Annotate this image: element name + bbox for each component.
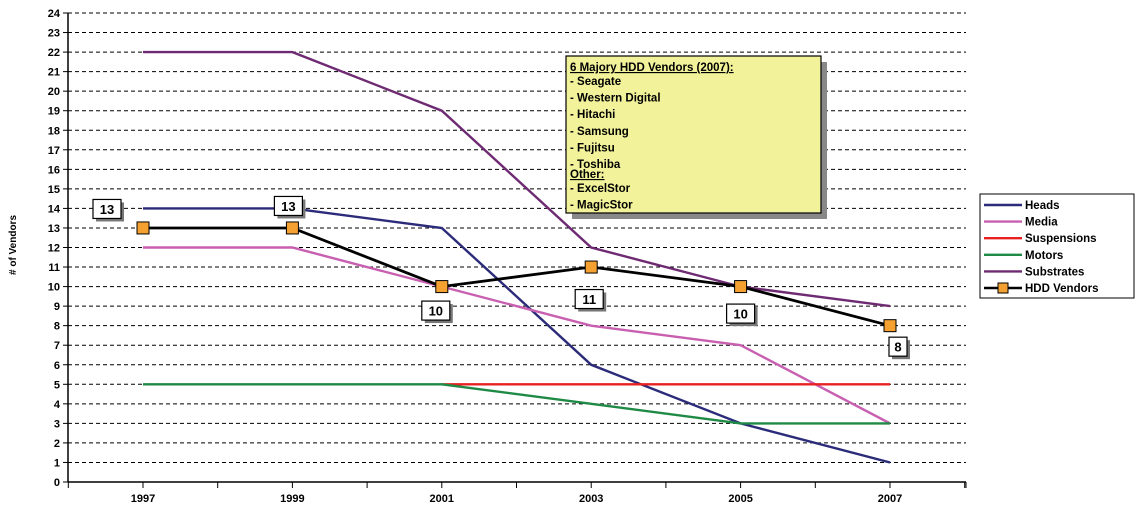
data-label-box — [273, 195, 303, 217]
data-label: 13 — [281, 199, 295, 214]
y-tick-label: 9 — [54, 301, 60, 313]
y-tick-label: 10 — [48, 282, 60, 294]
callout-item: - Toshiba — [570, 159, 621, 171]
callout-other-heading: Other: — [570, 169, 605, 181]
callout-other-items: - ExcelStor - MagicStor — [570, 183, 633, 212]
y-tick-label: 18 — [48, 125, 60, 137]
legend-label: Substrates — [1025, 266, 1084, 278]
data-label-layer: 13 13 10 11 10 8 — [92, 195, 910, 360]
y-tick-label: 5 — [54, 379, 60, 391]
y-tick-label: 20 — [48, 86, 60, 98]
data-label: 10 — [429, 304, 443, 319]
series-line-hdd-vendors — [143, 226, 891, 328]
series-line-substrates — [143, 50, 891, 308]
y-tick-label: 14 — [48, 203, 61, 215]
x-tick-label: 1999 — [280, 493, 304, 505]
y-tick-label: 19 — [48, 106, 60, 118]
series-line-heads — [143, 207, 891, 464]
y-tick-label: 12 — [48, 243, 60, 255]
x-tick-label: 1997 — [131, 493, 155, 505]
y-tick-label: 11 — [48, 262, 60, 274]
y-tick-label: 2 — [54, 438, 60, 450]
y-tick-label: 8 — [54, 321, 60, 333]
x-tick-label: 2003 — [579, 493, 603, 505]
y-tick-label: 23 — [48, 28, 60, 40]
callout-item: - Hitachi — [570, 109, 615, 121]
y-tick-label: 15 — [48, 184, 60, 196]
legend-label: Heads — [1025, 200, 1060, 212]
data-label-box — [92, 198, 122, 220]
callout-items: - Seagate - Western Digital - Hitachi - … — [570, 76, 661, 171]
y-tick-label: 0 — [54, 477, 60, 489]
y-tick-label: 21 — [48, 67, 60, 79]
y-tick-label: 1 — [54, 457, 60, 469]
axis-layer: 0123456789101112131415161718192021222324… — [48, 8, 967, 505]
vendors-callout: 6 Majory HDD Vendors (2007): - Seagate -… — [565, 55, 827, 219]
y-tick-label: 22 — [48, 47, 60, 59]
y-tick-label: 7 — [54, 340, 60, 352]
callout-item: - Samsung — [570, 126, 629, 138]
legend-marker — [997, 282, 1009, 294]
series-point — [136, 221, 150, 235]
y-tick-label: 13 — [48, 223, 60, 235]
data-label: 11 — [582, 292, 596, 307]
y-tick-label: 24 — [48, 8, 61, 20]
series-point — [734, 280, 748, 294]
data-label: 13 — [100, 202, 114, 217]
data-label-box — [725, 303, 756, 324]
callout-item: - Western Digital — [570, 93, 661, 105]
y-tick-label: 6 — [54, 360, 60, 372]
data-label-box — [421, 300, 451, 321]
series-point — [883, 319, 897, 333]
legend-label: Suspensions — [1025, 233, 1097, 245]
callout-other-item: - ExcelStor — [570, 183, 631, 195]
legend-label: Media — [1025, 217, 1058, 229]
series-point — [435, 280, 449, 294]
x-tick-label: 2005 — [728, 493, 752, 505]
marker-layer — [136, 221, 897, 333]
y-tick-label: 17 — [48, 145, 60, 157]
series-point — [584, 260, 598, 274]
callout-other-item: - MagicStor — [570, 200, 633, 212]
x-tick-label: 2007 — [878, 493, 902, 505]
callout-item: - Seagate — [570, 76, 621, 88]
data-label-box — [888, 336, 908, 357]
data-label-box — [574, 288, 604, 310]
data-label: 8 — [894, 340, 901, 355]
legend-box — [979, 193, 1135, 299]
legend-items: Heads Media Suspensions Motors Substrates HDD… — [984, 200, 1099, 295]
series-line-motors — [143, 383, 890, 425]
legend-label: Motors — [1025, 250, 1063, 262]
series-point — [285, 221, 299, 235]
data-label: 10 — [733, 307, 747, 322]
grid-layer — [68, 12, 966, 463]
callout-heading: 6 Majory HDD Vendors (2007): — [570, 62, 734, 74]
y-tick-label: 16 — [48, 164, 60, 176]
legend: Heads Media Suspensions Motors Substrates HDD… — [979, 193, 1135, 299]
y-tick-label: 3 — [54, 418, 60, 430]
series-layer — [143, 50, 891, 464]
y-tick-label: 4 — [54, 399, 61, 411]
callout-item: - Fujitsu — [570, 142, 615, 154]
x-tick-label: 2001 — [430, 493, 454, 505]
series-line-media — [143, 246, 891, 425]
legend-label: HDD Vendors — [1025, 283, 1099, 295]
y-axis-label: # of Vendors — [8, 215, 19, 275]
